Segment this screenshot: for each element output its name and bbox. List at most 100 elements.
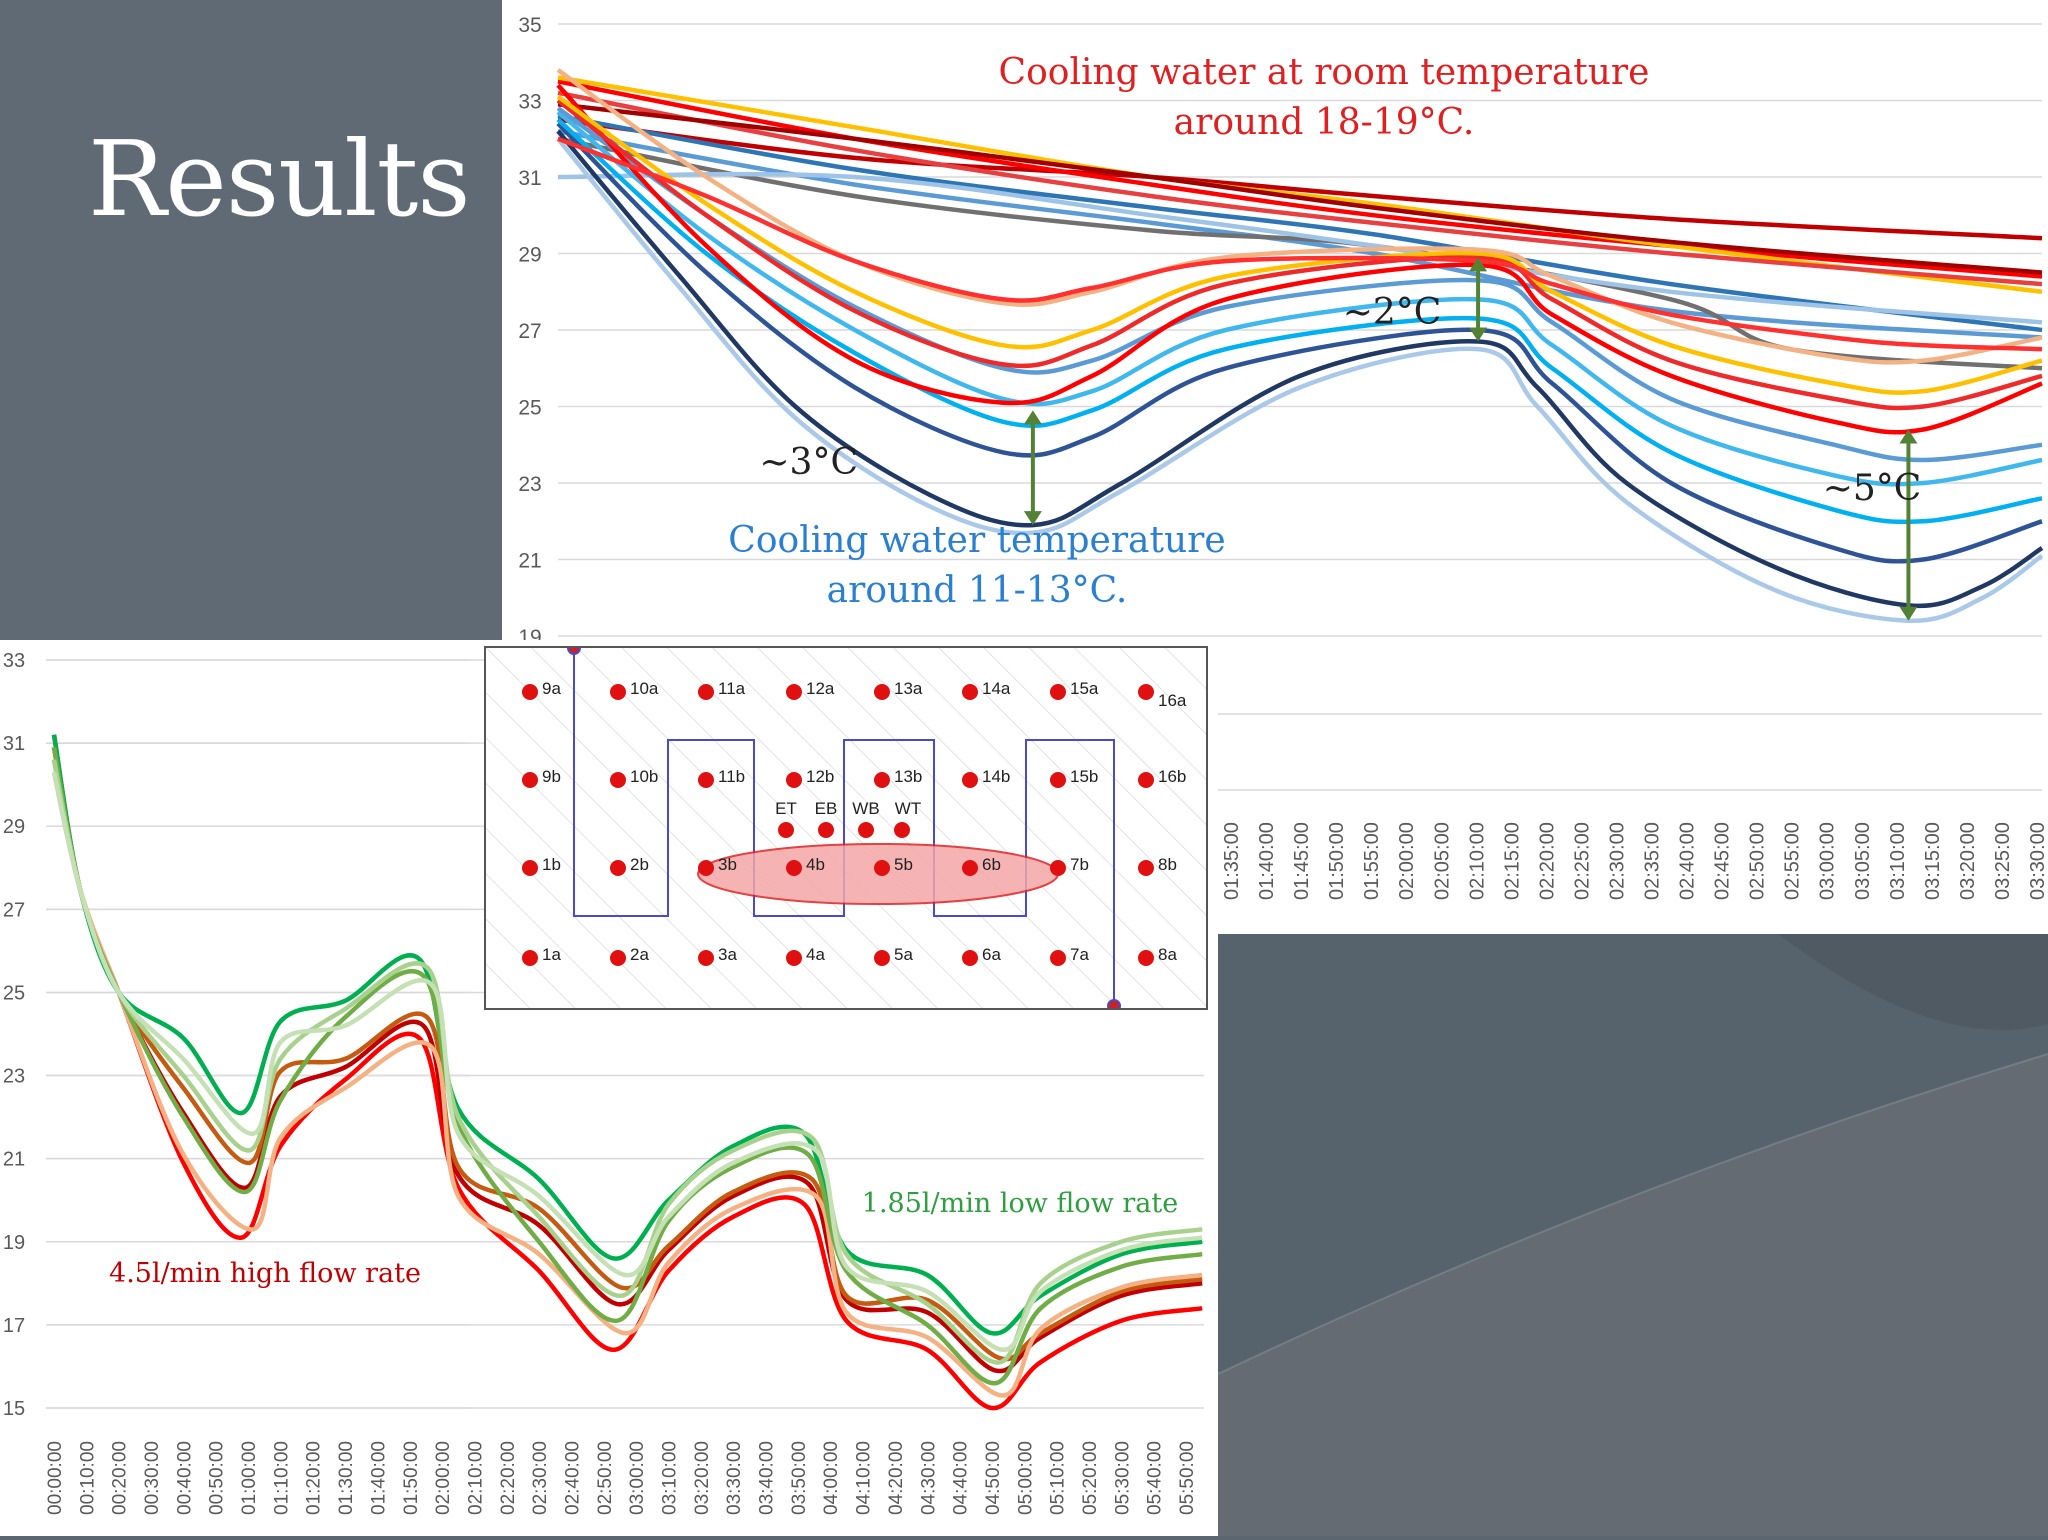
sensor-label: 9a: [542, 679, 561, 698]
top-x-tick-label: 02:50:00: [1747, 822, 1769, 900]
bottom-x-tick-label: 04:50:00: [983, 1441, 1004, 1515]
sensor-dot: [874, 684, 890, 700]
bottom-x-tick-label: 05:00:00: [1015, 1441, 1036, 1515]
bottom-x-tick-label: 04:20:00: [886, 1441, 907, 1515]
delta-arrow-head: [1899, 429, 1918, 444]
sensor-dot: [1138, 772, 1154, 788]
sensor-label: 4b: [806, 855, 825, 874]
top-x-tick-label: 03:10:00: [1887, 822, 1909, 900]
annotation-cold-line2: around 11-13°C.: [827, 570, 1128, 611]
sensor-dot: [1138, 684, 1154, 700]
sensor-dot: [858, 822, 874, 838]
sensor-label: 1b: [542, 855, 561, 874]
top-x-tick-label: 03:00:00: [1817, 822, 1839, 900]
extra-sensor-label: ET: [775, 799, 797, 818]
annotation-delta-3: ~3°C: [759, 442, 858, 483]
bottom-x-tick-label: 03:40:00: [757, 1441, 778, 1515]
top-x-tick-label: 02:00:00: [1396, 822, 1418, 900]
top-x-tick-label: 03:25:00: [1992, 822, 2014, 900]
bottom-x-tick-label: 02:00:00: [433, 1441, 454, 1515]
sensor-label: 5a: [894, 945, 913, 964]
bottom-x-tick-label: 05:30:00: [1112, 1441, 1133, 1515]
sensor-label: 2a: [630, 945, 649, 964]
sensor-dot: [522, 860, 538, 876]
annotation-room-line2: around 18-19°C.: [1174, 102, 1475, 143]
bottom-series-line: [51, 734, 1203, 1411]
sensor-dot: [698, 684, 714, 700]
bottom-x-tick-label: 02:50:00: [595, 1441, 616, 1515]
bottom-x-tick-label: 05:20:00: [1080, 1441, 1101, 1515]
bottom-x-tick-label: 01:00:00: [239, 1441, 260, 1515]
bottom-series-line: [51, 771, 1203, 1398]
sensor-label: 12a: [806, 679, 835, 698]
sensor-label: 5b: [894, 855, 913, 874]
bottom-x-tick-label: 01:10:00: [271, 1441, 292, 1515]
pipe-inlet-marker: [567, 641, 581, 655]
sensor-label: 10a: [630, 679, 659, 698]
delta-arrow-head: [1023, 511, 1042, 526]
sensor-label: 10b: [630, 767, 658, 786]
bottom-series-line: [51, 746, 1203, 1386]
sensor-label: 1a: [542, 945, 561, 964]
sensor-label: 3a: [718, 945, 737, 964]
top-y-tick-label: 21: [518, 550, 541, 573]
sensor-label: 9b: [542, 767, 561, 786]
sensor-label: 7b: [1070, 855, 1089, 874]
bottom-x-tick-label: 00:20:00: [110, 1441, 131, 1515]
bottom-y-tick-label: 19: [3, 1232, 25, 1254]
sensor-label: 13b: [894, 767, 922, 786]
top-series-line: [556, 98, 2043, 411]
sensor-dot: [1050, 772, 1066, 788]
sensor-dot: [1138, 950, 1154, 966]
sensor-label: 13a: [894, 679, 923, 698]
bottom-x-tick-label: 00:00:00: [45, 1441, 66, 1515]
pipe-outlet-marker: [1107, 999, 1121, 1013]
sensor-dot: [1138, 860, 1154, 876]
bottom-x-tick-label: 01:20:00: [304, 1441, 325, 1515]
top-series-line: [556, 129, 2044, 609]
top-y-tick-label: 23: [518, 473, 541, 496]
bottom-x-tick-label: 02:40:00: [562, 1441, 583, 1515]
sensor-dot: [522, 950, 538, 966]
top-y-tick-label: 35: [518, 14, 541, 37]
top-x-tick-label: 01:55:00: [1361, 822, 1383, 900]
bottom-series-line: [51, 759, 1203, 1362]
sensor-dot: [698, 772, 714, 788]
delta-arrow-head: [1469, 257, 1488, 272]
sensor-dot: [522, 772, 538, 788]
bottom-x-tick-label: 03:10:00: [660, 1441, 681, 1515]
sensor-dot: [1050, 684, 1066, 700]
bottom-x-tick-label: 02:20:00: [498, 1441, 519, 1515]
sensor-label: 15b: [1070, 767, 1098, 786]
sensor-dot: [962, 772, 978, 788]
bottom-y-tick-label: 33: [3, 650, 25, 672]
sensor-label: 8b: [1158, 855, 1177, 874]
bottom-x-tick-label: 02:30:00: [530, 1441, 551, 1515]
top-series-line: [556, 121, 2043, 564]
sensor-dot: [610, 772, 626, 788]
sensor-dot: [610, 684, 626, 700]
top-x-tick-label: 02:35:00: [1642, 822, 1664, 900]
delta-arrow-head: [1469, 327, 1488, 342]
top-series-line: [556, 83, 2043, 435]
bottom-x-tick-label: 05:10:00: [1048, 1441, 1069, 1515]
top-series-line: [556, 137, 2044, 623]
bottom-x-tick-label: 01:40:00: [368, 1441, 389, 1515]
sensor-dot: [786, 950, 802, 966]
sensor-dot: [962, 860, 978, 876]
title-panel: Results: [0, 0, 502, 640]
bottom-x-tick-label: 01:30:00: [336, 1441, 357, 1515]
top-series-line: [557, 171, 2043, 325]
sensor-dot: [610, 860, 626, 876]
top-x-tick-label: 02:25:00: [1571, 822, 1593, 900]
bottom-x-tick-label: 03:00:00: [627, 1441, 648, 1515]
bottom-x-tick-label: 03:30:00: [724, 1441, 745, 1515]
bottom-y-tick-label: 23: [3, 1066, 25, 1088]
extra-sensor-label: EB: [815, 799, 838, 818]
sensor-dot: [874, 950, 890, 966]
sensor-label: 6b: [982, 855, 1001, 874]
sensor-dot: [610, 950, 626, 966]
sensor-dot: [786, 860, 802, 876]
top-series-line: [557, 117, 2043, 241]
